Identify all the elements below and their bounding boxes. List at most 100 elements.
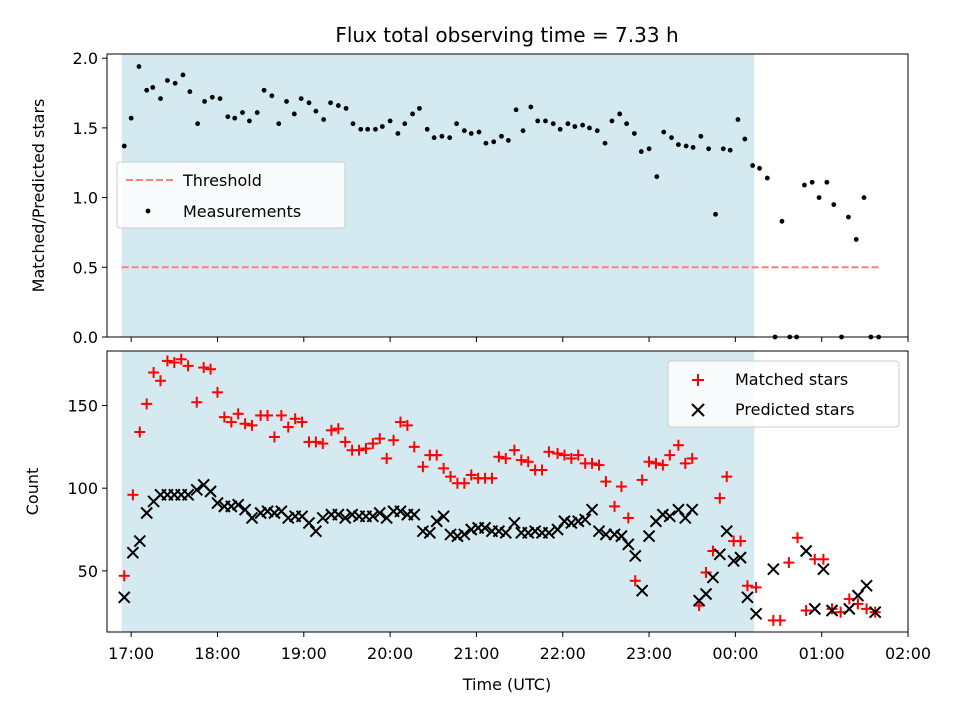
measurement-point xyxy=(195,121,201,127)
measurement-point xyxy=(209,94,215,100)
measurement-point xyxy=(306,100,312,106)
matched-star-marker xyxy=(141,398,153,410)
measurement-point xyxy=(172,80,178,86)
measurement-point xyxy=(284,98,289,104)
bottom-observing-span xyxy=(121,351,755,632)
matched-star-marker xyxy=(134,426,146,438)
measurement-point xyxy=(690,145,696,150)
predicted-star-marker xyxy=(408,508,421,521)
measurement-point xyxy=(187,89,193,95)
measurement-point xyxy=(617,111,623,117)
predicted-star-marker xyxy=(458,528,471,541)
measurement-point xyxy=(572,124,578,129)
measurement-point xyxy=(431,135,437,141)
measurement-point xyxy=(499,133,504,139)
matched-star-marker xyxy=(672,439,684,451)
measurement-point xyxy=(816,195,822,200)
measurement-point xyxy=(742,136,748,142)
matched-star-marker xyxy=(388,434,400,446)
predicted-star-marker xyxy=(851,589,865,602)
measurement-point xyxy=(424,126,430,132)
matched-star-marker xyxy=(381,452,393,464)
matched-star-marker xyxy=(182,360,194,372)
measurement-point xyxy=(631,131,637,136)
x-tick-label: 20:00 xyxy=(367,644,413,663)
measurement-point xyxy=(638,149,644,154)
matched-star-marker xyxy=(218,411,230,423)
measurement-point xyxy=(609,118,615,124)
measurement-point xyxy=(136,64,142,69)
predicted-star-marker xyxy=(817,562,830,576)
measurement-point xyxy=(661,129,667,135)
measurement-point xyxy=(861,195,867,200)
matched-star-marker xyxy=(609,500,621,512)
top-y-tick-label: 1.5 xyxy=(73,119,98,138)
measurement-point xyxy=(727,147,733,153)
measurement-point xyxy=(646,146,652,152)
matched-star-marker xyxy=(792,532,804,544)
matched-star-marker xyxy=(360,443,372,455)
top-y-tick-label: 0.0 xyxy=(73,328,98,347)
matched-star-marker xyxy=(600,476,612,488)
matched-star-marker xyxy=(493,451,505,463)
measurement-point xyxy=(373,126,378,132)
matched-star-marker xyxy=(835,606,847,618)
matched-star-marker xyxy=(522,456,534,468)
matched-star-marker xyxy=(155,375,167,387)
chart-title: Flux total observing time = 7.33 h xyxy=(335,23,678,47)
measurement-point xyxy=(240,110,245,115)
measurement-point xyxy=(846,214,851,220)
matched-star-marker xyxy=(552,447,564,459)
predicted-star-marker xyxy=(578,513,592,526)
matched-star-marker xyxy=(615,481,627,493)
measurement-point xyxy=(713,211,718,217)
measurement-point xyxy=(520,128,526,134)
matched-star-marker xyxy=(536,464,548,476)
matched-star-marker xyxy=(161,355,173,367)
measurement-point xyxy=(550,121,556,127)
measurement-point xyxy=(809,179,815,185)
measurement-point xyxy=(395,131,401,136)
measurement-point xyxy=(779,218,785,224)
matched-star-marker xyxy=(401,419,413,431)
measurement-point xyxy=(543,118,548,124)
matched-star-marker xyxy=(657,459,669,471)
predicted-star-marker xyxy=(635,584,649,597)
matched-star-marker xyxy=(508,444,520,456)
measurement-point xyxy=(513,107,519,113)
measurement-point xyxy=(158,96,163,102)
matched-star-marker xyxy=(572,449,584,461)
predicted-star-marker xyxy=(799,544,813,558)
measurement-point xyxy=(602,140,608,146)
x-tick-label: 22:00 xyxy=(540,644,586,663)
measurement-point xyxy=(720,146,726,152)
measurement-point xyxy=(144,87,150,93)
top-y-tick-label: 0.5 xyxy=(73,258,98,277)
measurement-point xyxy=(676,142,681,148)
measurement-point xyxy=(824,179,830,185)
measurements-series xyxy=(121,64,882,340)
measurement-point xyxy=(180,72,186,78)
matched-star-marker xyxy=(367,438,379,450)
matched-star-marker xyxy=(465,469,477,481)
top-y-axis: 0.0 0.5 1.0 1.5 2.0 xyxy=(73,49,107,347)
matched-star-marker xyxy=(353,444,365,456)
measurement-point xyxy=(594,128,600,134)
matched-star-marker xyxy=(408,441,420,453)
matched-star-marker xyxy=(127,489,139,501)
x-tick-label: 01:00 xyxy=(799,644,845,663)
measurement-point xyxy=(483,140,489,146)
measurement-point xyxy=(321,117,327,122)
matched-star-marker xyxy=(296,416,308,428)
bottom-legend-box xyxy=(667,360,900,428)
x-tick-label: 21:00 xyxy=(453,644,499,663)
matched-star-marker xyxy=(629,575,641,587)
legend-matched-swatch xyxy=(692,374,704,386)
matched-star-marker xyxy=(586,457,598,469)
predicted-star-marker xyxy=(629,549,642,563)
matched-star-marker xyxy=(622,512,634,524)
measurement-point xyxy=(225,114,231,120)
measurement-point xyxy=(313,108,319,114)
measurement-point xyxy=(764,175,770,181)
predicted-star-marker xyxy=(749,607,763,621)
